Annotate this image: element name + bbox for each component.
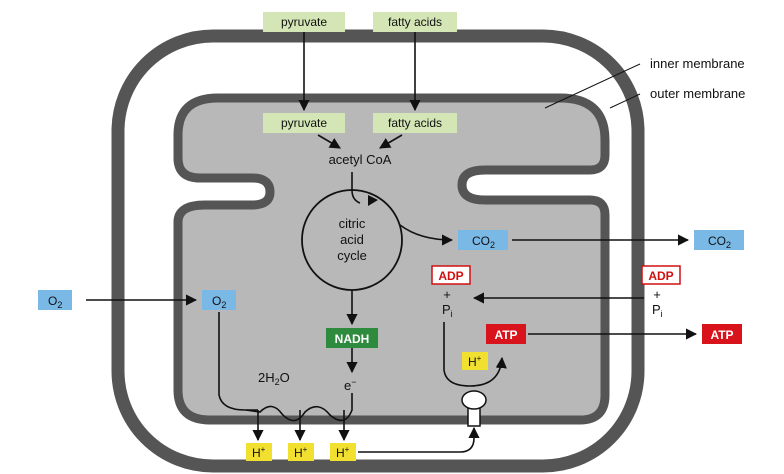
nadh-box	[326, 328, 378, 348]
atp-outer-box	[702, 324, 742, 344]
atp-inner-box	[486, 324, 526, 344]
proton-gradient-arrow	[358, 426, 480, 453]
inner-membrane-leader	[544, 63, 641, 109]
co2-outer-label: CO2	[708, 234, 731, 250]
pyruvate-outer-box	[263, 12, 345, 32]
hplus-box-1	[246, 443, 272, 461]
plus-outer-label: +	[653, 287, 661, 302]
o2-inner-box	[202, 290, 236, 310]
fatty-acids-outer-label: fatty acids	[388, 15, 442, 29]
hplus-label-2: H+	[294, 445, 308, 460]
acetyl-coa-label: acetyl CoA	[329, 152, 392, 167]
water-label: 2H2O	[258, 370, 290, 387]
atp-outer-label: ATP	[710, 328, 733, 342]
nadh-label: NADH	[335, 332, 370, 346]
hplus-label-3: H+	[336, 445, 350, 460]
co2-outer-box	[694, 230, 744, 250]
pyruvate-outer-label: pyruvate	[281, 15, 327, 29]
pyruvate-inner-box	[263, 113, 345, 133]
pi-inner-label: Pi	[442, 302, 453, 319]
fatty-acids-outer-box	[373, 12, 457, 32]
outer-membrane-leader	[609, 93, 641, 109]
fatty-acids-inner-label: fatty acids	[388, 116, 442, 130]
atp-synthase-head	[461, 390, 487, 410]
cycle-label-line1: citric	[339, 216, 366, 231]
adp-inner-box	[431, 265, 471, 285]
o2-to-water-arrow	[218, 312, 258, 411]
co2-inner-box	[458, 230, 508, 250]
cycle-label-line2: acid	[340, 232, 364, 247]
adp-outer-box	[641, 265, 681, 285]
electron-transport-path	[245, 393, 353, 422]
atp-inner-label: ATP	[494, 328, 517, 342]
fatty-acids-inner-box	[373, 113, 457, 133]
cycle-to-co2-arrow	[399, 224, 454, 246]
o2-inner-label: O2	[212, 294, 226, 310]
outer-membrane-label: outer membrane	[650, 86, 745, 101]
pyruvate-inner-label: pyruvate	[281, 116, 327, 130]
hplus-label-matrix: H+	[468, 354, 482, 369]
inner-membrane-label: inner membrane	[650, 56, 745, 71]
adp-inner-label: ADP	[438, 269, 463, 283]
plus-inner-label: +	[443, 287, 451, 302]
o2-outer-label: O2	[48, 294, 62, 310]
cycle-arrowhead	[368, 195, 378, 206]
pyruvate-to-acetyl-arrow	[317, 134, 341, 149]
fatty-acids-to-acetyl-arrow	[379, 134, 403, 149]
hplus-box-matrix	[462, 352, 488, 370]
inner-membrane-matrix	[173, 93, 610, 425]
cycle-label-line3: cycle	[337, 248, 367, 263]
co2-inner-label: CO2	[472, 234, 495, 250]
hplus-box-2	[288, 443, 314, 461]
o2-outer-box	[38, 290, 72, 310]
pi-outer-label: Pi	[652, 302, 663, 319]
adp-outer-label: ADP	[648, 269, 673, 283]
hplus-label-1: H+	[252, 445, 266, 460]
electron-label: e−	[344, 377, 357, 393]
hplus-box-3	[330, 443, 356, 461]
adp-to-atp-curve	[443, 322, 507, 387]
